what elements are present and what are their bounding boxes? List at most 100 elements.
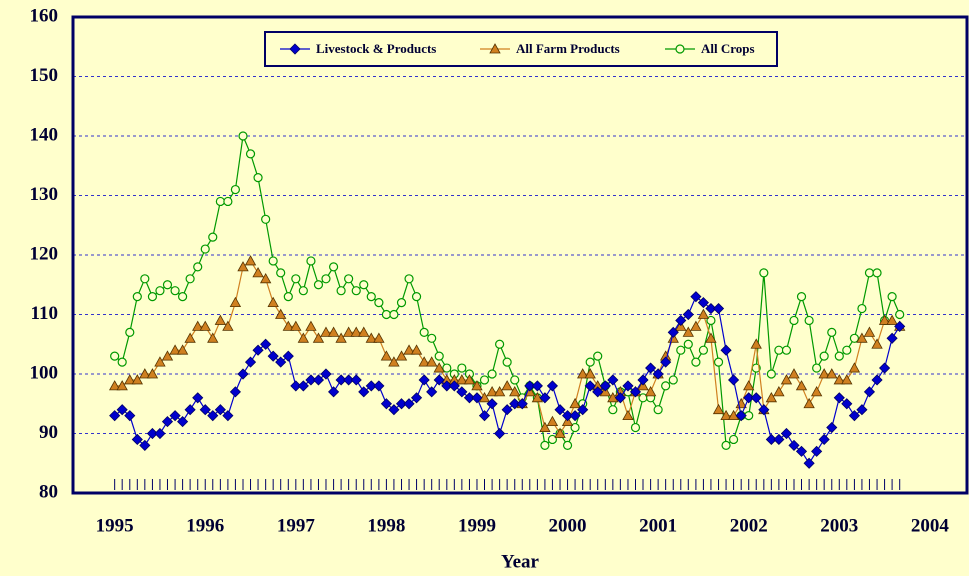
x-tick-label: 2001 [639,515,677,536]
point [252,344,264,356]
point [622,409,634,421]
point [132,292,142,302]
point [448,380,460,392]
point [433,374,445,386]
point [366,292,376,302]
point [546,380,558,392]
point [110,351,120,361]
point [237,368,249,380]
point [486,386,498,397]
point [788,439,800,451]
series [108,255,906,438]
point [826,368,838,379]
point [819,351,829,361]
point [795,380,808,391]
point [886,314,898,325]
point [214,404,226,416]
legend-label: All Crops [701,41,755,56]
point [863,326,876,337]
point [374,298,384,308]
point [841,398,853,410]
point [373,332,385,343]
point [169,410,181,422]
point [705,302,717,315]
point [276,268,286,278]
point [697,308,710,319]
point [223,196,233,207]
point [291,274,301,284]
point [238,131,248,141]
x-tick-label: 2004 [911,515,950,536]
point [622,380,634,392]
y-tick-label: 110 [31,303,58,324]
point [857,303,867,314]
point [608,405,618,415]
x-tick-label: 2002 [730,515,768,536]
point [283,292,293,302]
point [275,308,287,319]
point [282,320,294,331]
point [539,421,551,432]
point [841,374,853,385]
point [154,356,166,367]
point [706,315,716,326]
point [570,422,580,433]
point [139,439,151,451]
point [395,350,408,361]
point [539,392,551,404]
point [644,386,657,397]
point [259,272,272,284]
point [516,398,528,410]
point [140,274,150,284]
point [683,339,693,349]
point [781,345,792,355]
x-axis-label: Year [501,551,540,572]
point [312,374,325,386]
point [313,280,324,290]
point [336,286,346,296]
y-tick-label: 80 [39,481,58,502]
point [546,415,559,427]
point [297,380,309,392]
point [290,380,302,392]
point [410,344,423,355]
point [456,386,468,398]
point [569,410,581,422]
point [493,386,506,397]
x-tick-label: 1996 [186,515,224,536]
point [614,392,626,404]
point [268,256,278,266]
point [789,315,799,326]
point [365,332,377,343]
point [184,332,196,343]
point [124,410,136,422]
point [161,350,174,361]
point [637,374,649,386]
x-tick-label: 1999 [458,515,496,536]
point [834,351,844,361]
point [803,397,815,409]
point [864,268,875,278]
series [109,291,906,469]
point [765,391,778,403]
point [267,296,279,308]
point [373,380,385,392]
point [229,296,242,308]
point [645,362,657,374]
point [350,326,362,337]
point [328,262,339,272]
point [712,403,725,415]
point [668,375,678,385]
x-tick-label: 1998 [367,515,405,536]
point [524,380,536,392]
point [691,357,701,367]
point [463,374,476,385]
point [713,357,724,367]
point [759,268,769,278]
point [335,374,347,386]
point [818,368,830,379]
point [275,356,287,368]
point [547,434,558,445]
point [871,338,883,349]
point [690,291,702,303]
